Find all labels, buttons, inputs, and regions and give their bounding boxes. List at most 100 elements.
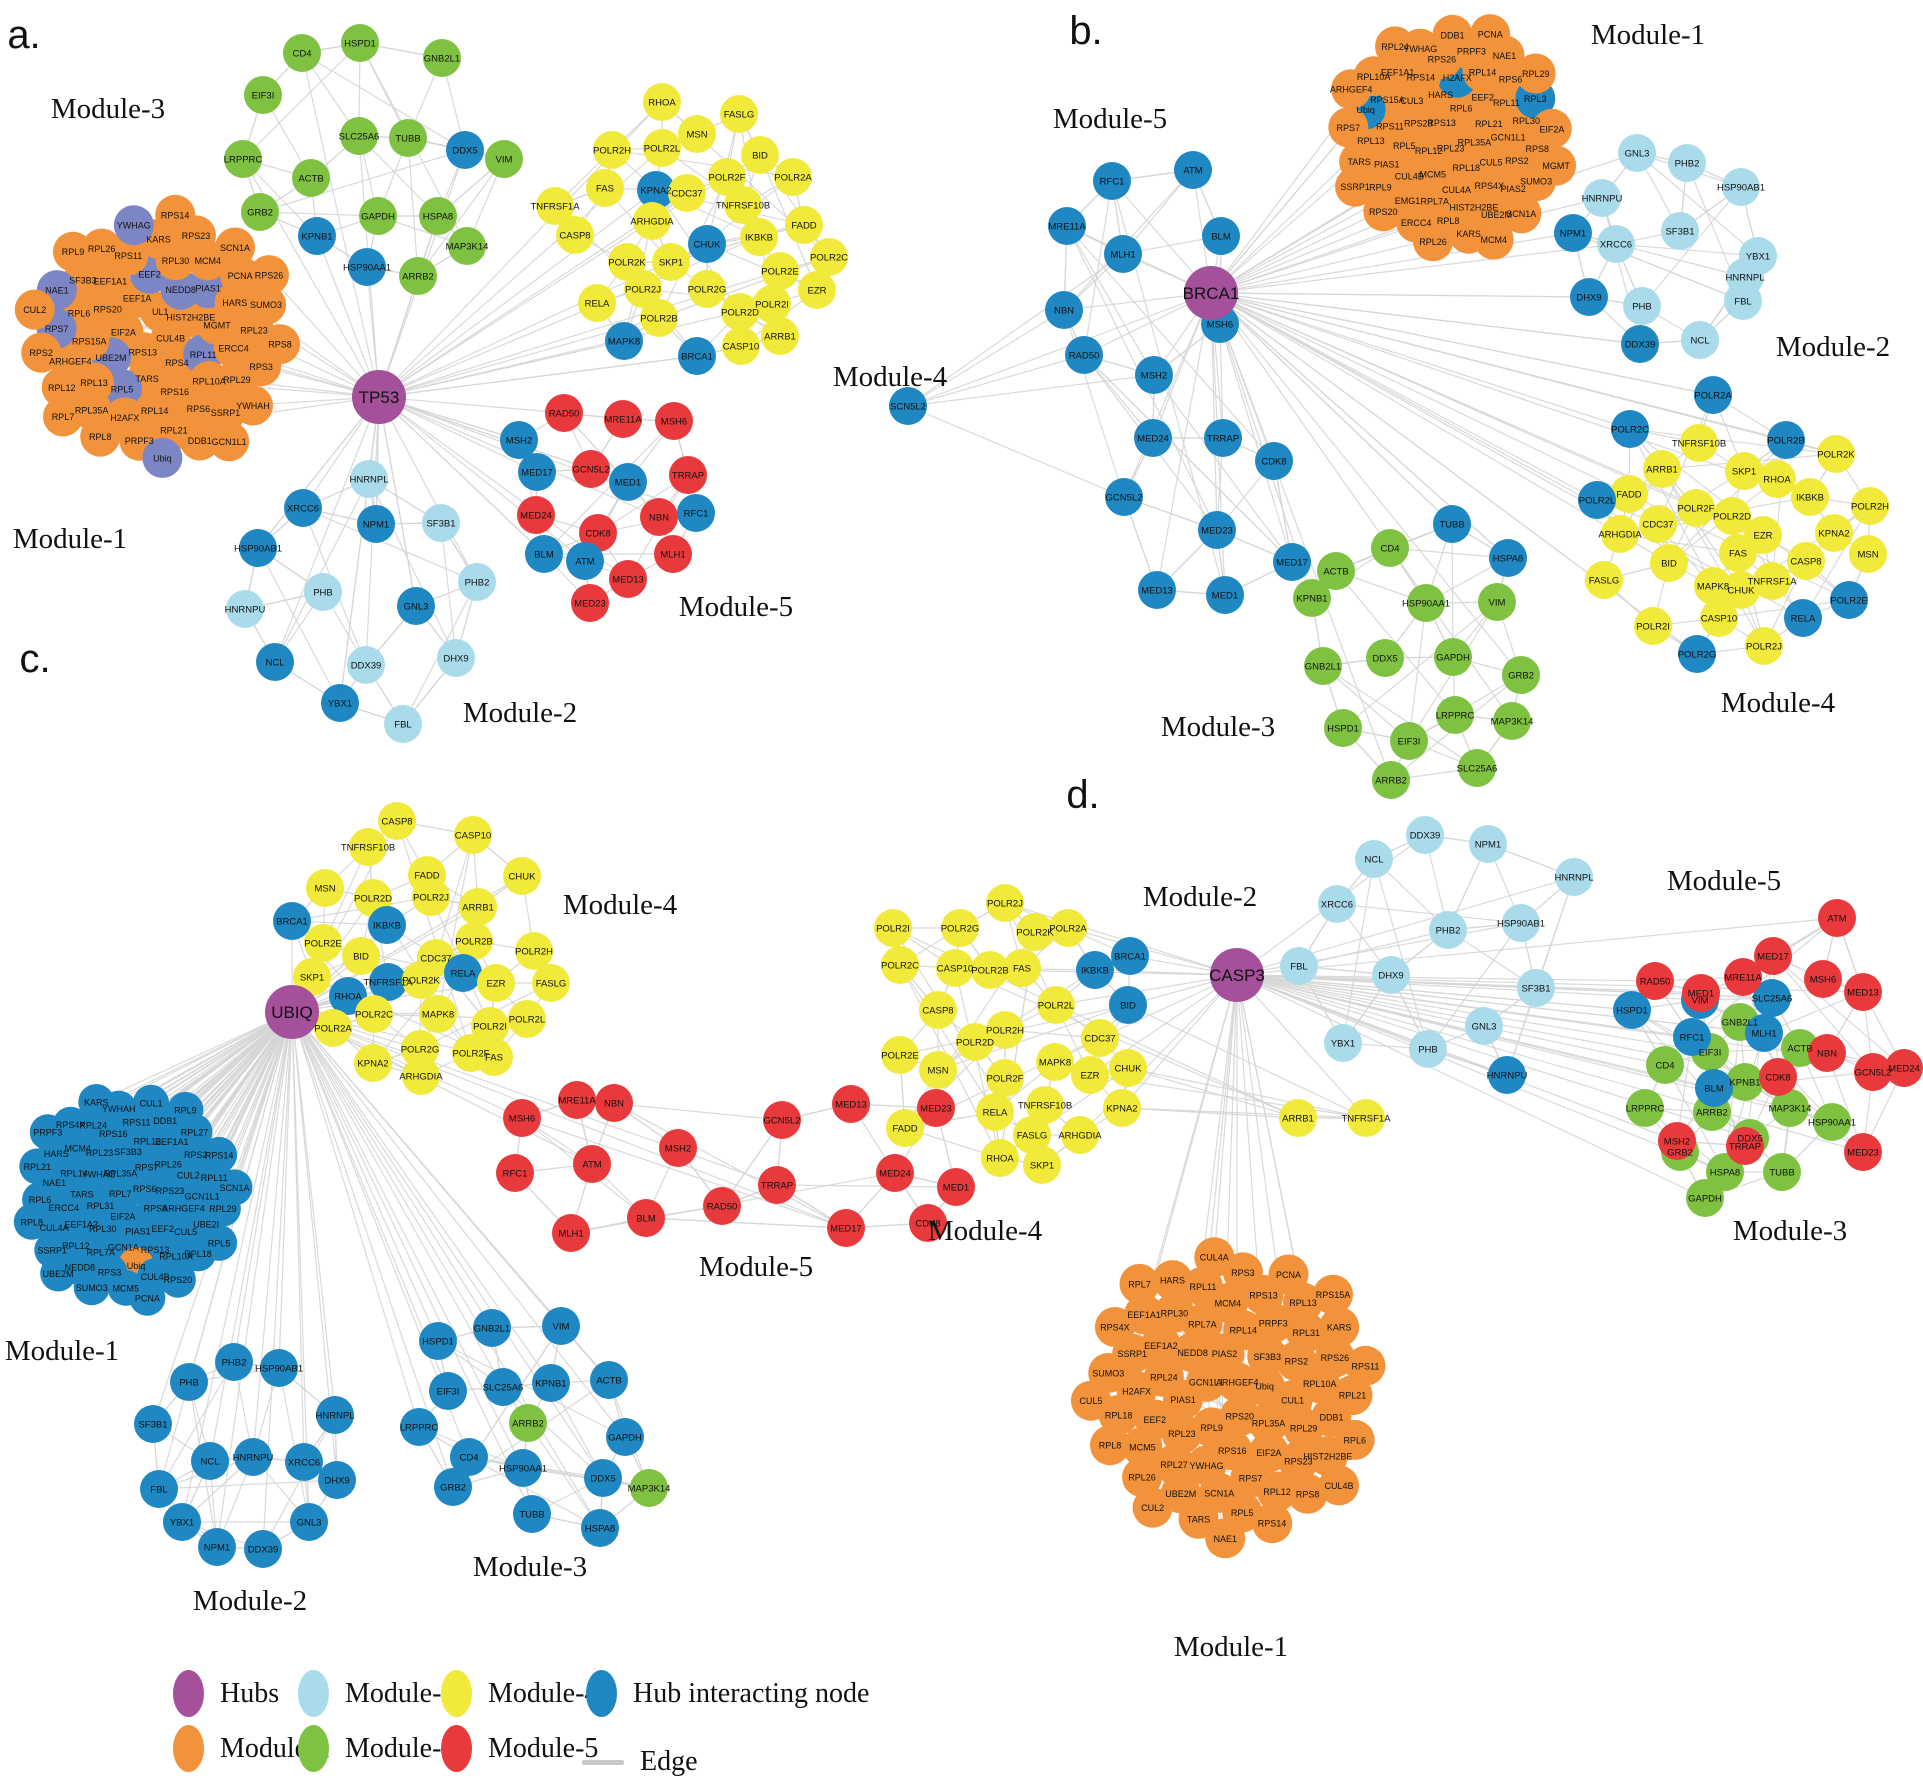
node-label-ACTB: ACTB bbox=[1787, 1044, 1812, 1055]
node-label-PHB: PHB bbox=[1632, 302, 1652, 313]
node-label-EEF2: EEF2 bbox=[138, 269, 161, 279]
node-label-CUL2: CUL2 bbox=[23, 305, 46, 315]
node-label-BID: BID bbox=[1661, 559, 1677, 570]
node-label-RPL6: RPL6 bbox=[29, 1195, 52, 1205]
node-label-RPL31: RPL31 bbox=[87, 1201, 115, 1211]
node-label-NBN: NBN bbox=[1817, 1049, 1837, 1060]
node-label-HARS: HARS bbox=[1160, 1276, 1185, 1286]
node-label-Ubiq: Ubiq bbox=[1255, 1382, 1274, 1392]
node-label-EIF3I: EIF3I bbox=[1699, 1048, 1722, 1059]
node-label-EZR: EZR bbox=[487, 979, 506, 990]
node-label-CASP8: CASP8 bbox=[922, 1006, 953, 1017]
node-label-FBL: FBL bbox=[150, 1485, 167, 1496]
node-label-XRCC6: XRCC6 bbox=[287, 504, 319, 515]
node-label-DDX5: DDX5 bbox=[452, 146, 477, 157]
module-label-module-2: Module-2 bbox=[463, 697, 577, 729]
node-label-H2AFX: H2AFX bbox=[1443, 73, 1472, 83]
node-label-DHX9: DHX9 bbox=[324, 1476, 349, 1487]
node-label-POLR2B: POLR2B bbox=[1767, 436, 1805, 447]
node-label-MSN: MSN bbox=[314, 884, 335, 895]
node-label-FAS: FAS bbox=[596, 184, 614, 195]
node-label-HNRNPU: HNRNPU bbox=[1487, 1071, 1528, 1082]
node-label-RPS14: RPS14 bbox=[161, 210, 190, 220]
module-label-module-2: Module-2 bbox=[1776, 331, 1890, 363]
node-label-MED24: MED24 bbox=[520, 511, 552, 522]
node-label-FBL: FBL bbox=[1290, 962, 1307, 973]
node-label-YWHAG: YWHAG bbox=[1190, 1461, 1224, 1471]
node-label-ARHGEF4: ARHGEF4 bbox=[1330, 85, 1373, 95]
node-label-HSP90AA1: HSP90AA1 bbox=[1808, 1118, 1856, 1129]
node-label-TARS: TARS bbox=[70, 1189, 93, 1199]
node-label-CHUK: CHUK bbox=[509, 872, 537, 883]
node-label-SSRP1: SSRP1 bbox=[38, 1245, 68, 1255]
node-label-TUBB: TUBB bbox=[395, 134, 420, 145]
node-label-SKP1: SKP1 bbox=[1732, 467, 1756, 478]
node-label-CASP10: CASP10 bbox=[723, 342, 759, 353]
node-label-UBE2M: UBE2M bbox=[1165, 1489, 1196, 1499]
node-label-SF3B3: SF3B3 bbox=[114, 1147, 142, 1157]
node-label-EEF2: EEF2 bbox=[152, 1224, 175, 1234]
node-label-RPL13: RPL13 bbox=[1357, 136, 1385, 146]
node-label-RAD50: RAD50 bbox=[1640, 977, 1671, 988]
node-label-RPL11: RPL11 bbox=[201, 1173, 228, 1183]
node-label-RPL26: RPL26 bbox=[1128, 1473, 1156, 1483]
node-label-NCL: NCL bbox=[200, 1457, 219, 1468]
node-label-MED17: MED17 bbox=[1276, 558, 1308, 569]
node-label-ERCC4: ERCC4 bbox=[218, 344, 249, 354]
node-label-POLR2C: POLR2C bbox=[355, 1010, 393, 1021]
node-label-MSH2: MSH2 bbox=[1141, 371, 1167, 382]
node-label-RPS20: RPS20 bbox=[1369, 207, 1398, 217]
node-label-NAE1: NAE1 bbox=[45, 286, 69, 296]
node-label-CD4: CD4 bbox=[459, 1453, 478, 1464]
node-label-NBN: NBN bbox=[604, 1099, 624, 1110]
node-label-H2AFX: H2AFX bbox=[110, 413, 139, 423]
node-label-RPL9: RPL9 bbox=[62, 247, 85, 257]
node-label-YBX1: YBX1 bbox=[1331, 1039, 1355, 1050]
node-label-CUL4A: CUL4A bbox=[1442, 185, 1471, 195]
node-label-ACTB: ACTB bbox=[1323, 567, 1348, 578]
node-label-RPL5: RPL5 bbox=[1393, 141, 1416, 151]
node-label-RPL7A: RPL7A bbox=[86, 1248, 115, 1258]
node-label-ARRB1: ARRB1 bbox=[462, 903, 494, 914]
node-label-TRRAP: TRRAP bbox=[672, 471, 704, 482]
node-label-POLR2F: POLR2F bbox=[987, 1074, 1024, 1085]
node-label-PHB: PHB bbox=[179, 1378, 199, 1389]
node-label-RPL12: RPL12 bbox=[48, 383, 76, 393]
node-label-KPNA2: KPNA2 bbox=[1106, 1104, 1137, 1115]
panel-letter-a: a. bbox=[7, 13, 40, 57]
node-label-RPS7: RPS7 bbox=[1239, 1473, 1263, 1483]
node-label-MSH2: MSH2 bbox=[506, 436, 532, 447]
node-label-POLR2B: POLR2B bbox=[640, 314, 678, 325]
node-label-GNB2L1: GNB2L1 bbox=[424, 54, 460, 65]
node-label-RPL13: RPL13 bbox=[80, 378, 108, 388]
node-label-NCL: NCL bbox=[1364, 855, 1383, 866]
node-label-IKBKB: IKBKB bbox=[1081, 966, 1109, 977]
node-label-EEF1A2: EEF1A2 bbox=[65, 1220, 99, 1230]
node-label-LRPPRC: LRPPRC bbox=[1626, 1104, 1665, 1115]
node-label-KPNB1: KPNB1 bbox=[1296, 594, 1327, 605]
node-label-UBE2M: UBE2M bbox=[96, 353, 127, 363]
node-label-MED23: MED23 bbox=[1847, 1148, 1879, 1159]
node-label-SUMO3: SUMO3 bbox=[250, 300, 282, 310]
node-label-NEDD8: NEDD8 bbox=[1177, 1348, 1208, 1358]
node-label-ARHGEF4: ARHGEF4 bbox=[162, 1203, 205, 1213]
node-label-FBL: FBL bbox=[1734, 297, 1751, 308]
node-label-MED1: MED1 bbox=[1212, 591, 1238, 602]
node-label-Ubiq: Ubiq bbox=[153, 453, 172, 463]
node-label-RPL3: RPL3 bbox=[1524, 94, 1547, 104]
node-label-IKBKB: IKBKB bbox=[1796, 493, 1824, 504]
node-label-KARS: KARS bbox=[1456, 229, 1481, 239]
node-label-RPS11: RPS11 bbox=[114, 251, 142, 261]
node-label-CASP10: CASP10 bbox=[455, 831, 491, 842]
node-label-RPS7: RPS7 bbox=[45, 324, 69, 334]
hub-label-TP53: TP53 bbox=[359, 388, 400, 407]
node-label-GRB2: GRB2 bbox=[1667, 1148, 1693, 1159]
node-label-MED24: MED24 bbox=[1888, 1064, 1920, 1075]
node-label-GCN1L1: GCN1L1 bbox=[212, 437, 247, 447]
node-label-POLR2J: POLR2J bbox=[1746, 642, 1782, 653]
node-label-TUBB: TUBB bbox=[1439, 520, 1464, 531]
node-label-PIAS1: PIAS1 bbox=[1170, 1395, 1196, 1405]
node-label-TNFRSF1A: TNFRSF1A bbox=[1747, 577, 1797, 588]
node-label-HSPD1: HSPD1 bbox=[422, 1337, 454, 1348]
node-label-KPNB1: KPNB1 bbox=[535, 1379, 566, 1390]
